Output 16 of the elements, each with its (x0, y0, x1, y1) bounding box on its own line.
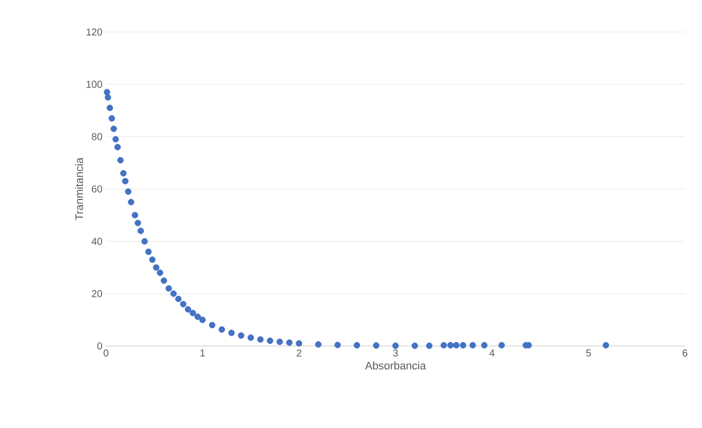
x-tick-label: 6 (682, 350, 688, 357)
x-tick-label: 1 (200, 350, 205, 356)
x-tick-label: 5 (586, 350, 591, 356)
y-tick-label: 40 (92, 238, 102, 245)
y-tick-label: 120 (86, 28, 102, 36)
x-tick-label: 0 (104, 350, 108, 357)
y-tick-label: 80 (92, 133, 102, 140)
x-tick-label: 3 (393, 350, 398, 357)
y-tick-label: 100 (86, 80, 102, 88)
x-tick-label: 4 (489, 350, 494, 356)
y-tick-label: 0 (97, 342, 102, 350)
y-tick-label: 60 (92, 185, 102, 193)
y-tick-label: 20 (92, 290, 102, 298)
x-axis-title: Absorbancia (365, 361, 426, 370)
x-tick-label: 2 (296, 350, 302, 356)
y-axis-title: Tranmitancia (74, 158, 84, 220)
